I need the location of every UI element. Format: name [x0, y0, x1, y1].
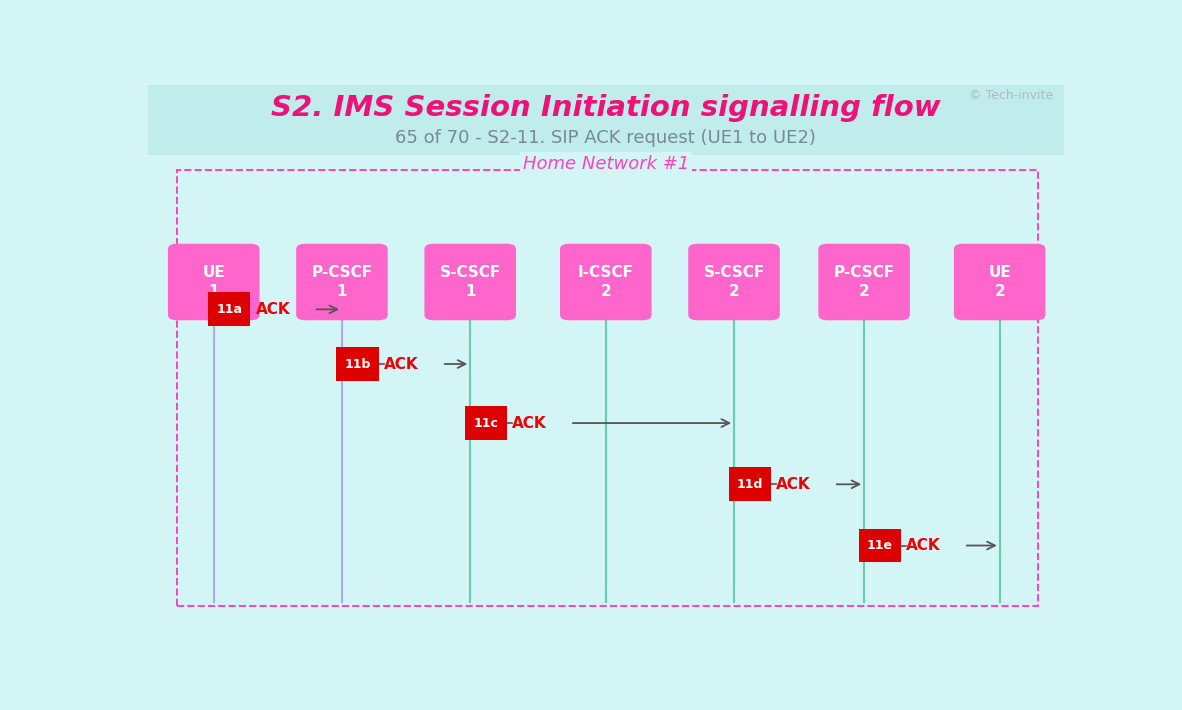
Text: S-CSCF
1: S-CSCF 1	[440, 266, 501, 299]
FancyBboxPatch shape	[208, 293, 251, 327]
Text: 11e: 11e	[866, 539, 892, 552]
Text: UE
2: UE 2	[988, 266, 1011, 299]
FancyBboxPatch shape	[560, 244, 651, 320]
FancyBboxPatch shape	[424, 244, 517, 320]
Text: ACK: ACK	[777, 477, 811, 492]
Text: 11b: 11b	[344, 358, 371, 371]
FancyBboxPatch shape	[688, 244, 780, 320]
Text: 11c: 11c	[473, 417, 498, 430]
Text: ACK: ACK	[512, 415, 547, 430]
Text: ACK: ACK	[907, 538, 941, 553]
Text: P-CSCF
1: P-CSCF 1	[311, 266, 372, 299]
Text: UE
1: UE 1	[202, 266, 225, 299]
Text: ACK: ACK	[255, 302, 291, 317]
Text: S2. IMS Session Initiation signalling flow: S2. IMS Session Initiation signalling fl…	[271, 94, 941, 121]
FancyBboxPatch shape	[728, 467, 771, 501]
Text: 65 of 70 - S2-11. SIP ACK request (UE1 to UE2): 65 of 70 - S2-11. SIP ACK request (UE1 t…	[395, 129, 817, 147]
FancyBboxPatch shape	[465, 406, 507, 440]
FancyBboxPatch shape	[858, 528, 901, 562]
Text: 11a: 11a	[216, 303, 242, 316]
Text: © Tech-invite: © Tech-invite	[969, 89, 1053, 102]
FancyBboxPatch shape	[168, 244, 260, 320]
Text: Home Network #1: Home Network #1	[522, 155, 689, 173]
Text: I-CSCF
2: I-CSCF 2	[578, 266, 634, 299]
FancyBboxPatch shape	[954, 244, 1045, 320]
Text: ACK: ACK	[384, 356, 418, 371]
Bar	[148, 85, 1064, 155]
Text: P-CSCF
2: P-CSCF 2	[833, 266, 895, 299]
FancyBboxPatch shape	[297, 244, 388, 320]
Bar	[177, 170, 1038, 606]
Text: 11d: 11d	[736, 478, 762, 491]
FancyBboxPatch shape	[818, 244, 910, 320]
Text: S-CSCF
2: S-CSCF 2	[703, 266, 765, 299]
FancyBboxPatch shape	[337, 347, 378, 381]
